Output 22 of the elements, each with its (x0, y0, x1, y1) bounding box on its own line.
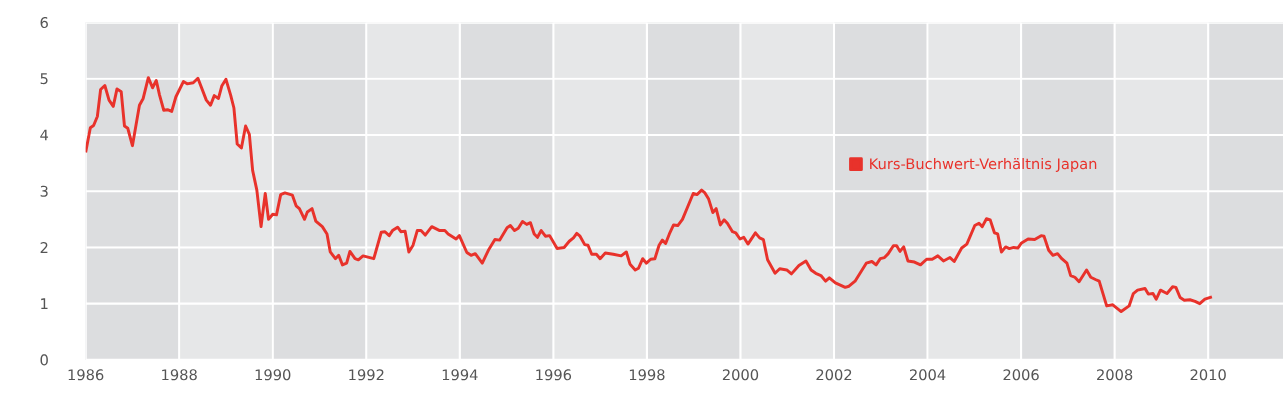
x-tick-label: 1990 (255, 369, 291, 381)
x-tick-label: 1988 (162, 369, 197, 381)
y-tick-label: 5 (40, 73, 48, 85)
x-tick-label: 2006 (1003, 369, 1039, 381)
x-tick-label: 2000 (722, 369, 759, 381)
x-tick-label: 2002 (816, 369, 852, 381)
y-tick-label: 1 (41, 298, 48, 310)
y-tick-label: 2 (40, 242, 48, 253)
x-tick-label: 1992 (349, 369, 384, 381)
x-tick-label: 1996 (536, 369, 572, 381)
y-tick-label: 4 (40, 129, 49, 141)
x-tick-label: 1986 (68, 369, 104, 381)
y-tick-label: 6 (40, 17, 48, 29)
x-tick-label: 1998 (629, 369, 665, 381)
y-tick-label: 3 (40, 185, 48, 197)
y-tick-label: 0 (40, 354, 48, 366)
x-tick-label: 2008 (1097, 369, 1133, 381)
x-tick-label: 2004 (909, 369, 946, 381)
x-tick-label: 2010 (1190, 369, 1226, 381)
line-series (85, 76, 1214, 314)
x-tick-label: 1994 (442, 369, 478, 381)
legend-label: Kurs-Buchwert-Verhältnis Japan (870, 157, 1097, 173)
